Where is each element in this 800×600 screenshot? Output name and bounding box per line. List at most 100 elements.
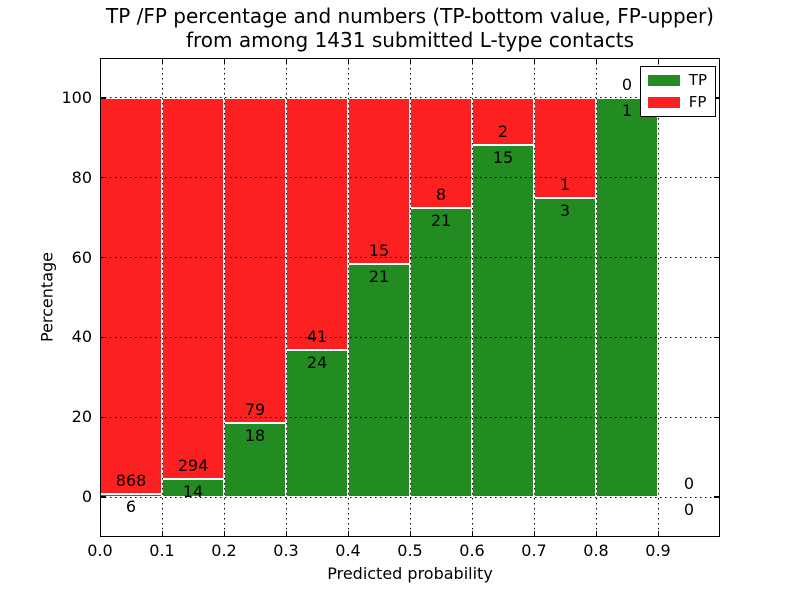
legend-label-tp: TP <box>688 71 707 89</box>
fp-count-label: 79 <box>244 400 266 419</box>
tp-count-label: 3 <box>559 200 571 220</box>
y-tick-left <box>100 496 106 498</box>
y-tick-label: 0 <box>81 487 92 507</box>
y-tick-left <box>100 336 106 339</box>
fp-count-label: 0 <box>621 74 633 94</box>
y-tick-left <box>100 256 106 259</box>
y-tick-label: 20 <box>71 407 92 427</box>
tp-count-label: 24 <box>306 352 328 372</box>
y-tick-label: 100 <box>61 87 92 107</box>
x-tick-label: 0.0 <box>87 541 113 560</box>
x-tick-label: 0.8 <box>583 541 609 560</box>
x-tick-label: 0.1 <box>149 541 175 560</box>
bar-segment-fp <box>162 97 224 479</box>
fp-count-label: 2 <box>497 121 509 141</box>
tp-count-label: 15 <box>492 147 514 167</box>
legend-item-fp: FP <box>647 93 707 111</box>
y-tick-right <box>714 256 720 259</box>
x-tick-top <box>471 58 473 64</box>
fp-count-label: 41 <box>306 326 328 346</box>
bar-segment-tp <box>348 264 410 498</box>
fp-count-label: 1 <box>559 174 571 194</box>
x-tick-top <box>161 58 163 64</box>
x-tick-bottom <box>347 531 349 537</box>
plot-area: TP FP 868 6 294 14 79 18 41 24 15 21 8 21 2 15 1 3 0 1 0 0 <box>99 58 720 537</box>
y-tick-right <box>714 177 720 179</box>
fp-count-label: 15 <box>368 241 390 261</box>
bar-segment-tp <box>224 423 286 498</box>
grid-line-horizontal <box>100 496 720 498</box>
tp-count-label: 1 <box>621 100 633 120</box>
grid-line-vertical <box>471 58 473 537</box>
y-tick-left <box>100 416 106 418</box>
x-tick-bottom <box>285 531 287 537</box>
x-tick-label: 0.7 <box>521 541 547 560</box>
legend-item-tp: TP <box>647 71 707 89</box>
x-tick-bottom <box>99 531 101 537</box>
x-tick-top <box>285 58 287 64</box>
y-tick-right <box>714 336 720 339</box>
x-tick-bottom <box>533 531 535 537</box>
y-tick-label: 60 <box>71 247 92 267</box>
x-tick-top <box>99 58 101 64</box>
tp-count-label: 6 <box>125 497 137 517</box>
y-tick-label: 80 <box>71 167 92 187</box>
x-tick-label: 0.5 <box>397 541 423 560</box>
legend-label-fp: FP <box>688 93 707 111</box>
bar-segment-fp <box>534 97 596 198</box>
x-tick-bottom <box>223 531 225 537</box>
x-tick-bottom <box>657 531 659 537</box>
grid-line-vertical <box>285 58 287 537</box>
tp-count-label: 21 <box>368 267 390 287</box>
grid-line-vertical <box>223 58 225 537</box>
bar-segment-tp <box>410 208 472 498</box>
fp-color-swatch <box>647 97 680 108</box>
grid-line-vertical <box>409 58 411 537</box>
x-tick-bottom <box>471 531 473 537</box>
tp-count-label: 18 <box>244 425 266 445</box>
tp-count-label: 14 <box>182 481 204 501</box>
x-tick-bottom <box>409 531 411 537</box>
x-tick-label: 0.6 <box>459 541 485 560</box>
tp-count-label: 0 <box>683 500 695 520</box>
bar-segment-fp <box>224 97 286 423</box>
x-tick-bottom <box>595 531 597 537</box>
x-tick-top <box>657 58 659 64</box>
grid-line-vertical <box>533 58 535 537</box>
x-tick-label: 0.2 <box>211 541 237 560</box>
tp-color-swatch <box>647 75 680 86</box>
chart-title-line2: from among 1431 submitted L-type contact… <box>185 28 635 52</box>
bar-segment-fp <box>286 97 348 350</box>
bar-segment-fp <box>100 97 162 495</box>
bar-segment-fp <box>348 97 410 265</box>
y-tick-right <box>714 496 720 498</box>
fp-count-label: 8 <box>435 185 447 205</box>
y-tick-label: 40 <box>71 327 92 347</box>
grid-line-horizontal <box>100 336 720 338</box>
y-tick-right <box>714 416 720 418</box>
bar-segment-tp <box>534 197 596 498</box>
bar-segment-tp <box>472 144 534 498</box>
x-tick-label: 0.9 <box>645 541 671 560</box>
x-tick-top <box>347 58 349 64</box>
x-tick-label: 0.3 <box>273 541 299 560</box>
grid-line-vertical <box>657 58 659 537</box>
bar-segment-tp <box>286 349 348 498</box>
grid-line-horizontal <box>100 257 720 259</box>
fp-count-label: 0 <box>683 474 695 494</box>
x-tick-label: 0.4 <box>335 541 361 560</box>
chart-title-line1: TP /FP percentage and numbers (TP-bottom… <box>106 4 714 28</box>
grid-line-horizontal <box>100 97 720 99</box>
x-tick-top <box>533 58 535 64</box>
grid-line-vertical <box>347 58 349 537</box>
legend: TP FP <box>639 66 716 117</box>
tp-count-label: 21 <box>430 211 452 231</box>
grid-line-horizontal <box>100 177 720 179</box>
grid-line-horizontal <box>100 416 720 418</box>
y-tick-left <box>100 97 106 99</box>
fp-count-label: 294 <box>177 455 209 475</box>
bar-segment-tp <box>596 97 658 498</box>
x-tick-top <box>223 58 225 64</box>
grid-line-vertical <box>161 58 163 537</box>
